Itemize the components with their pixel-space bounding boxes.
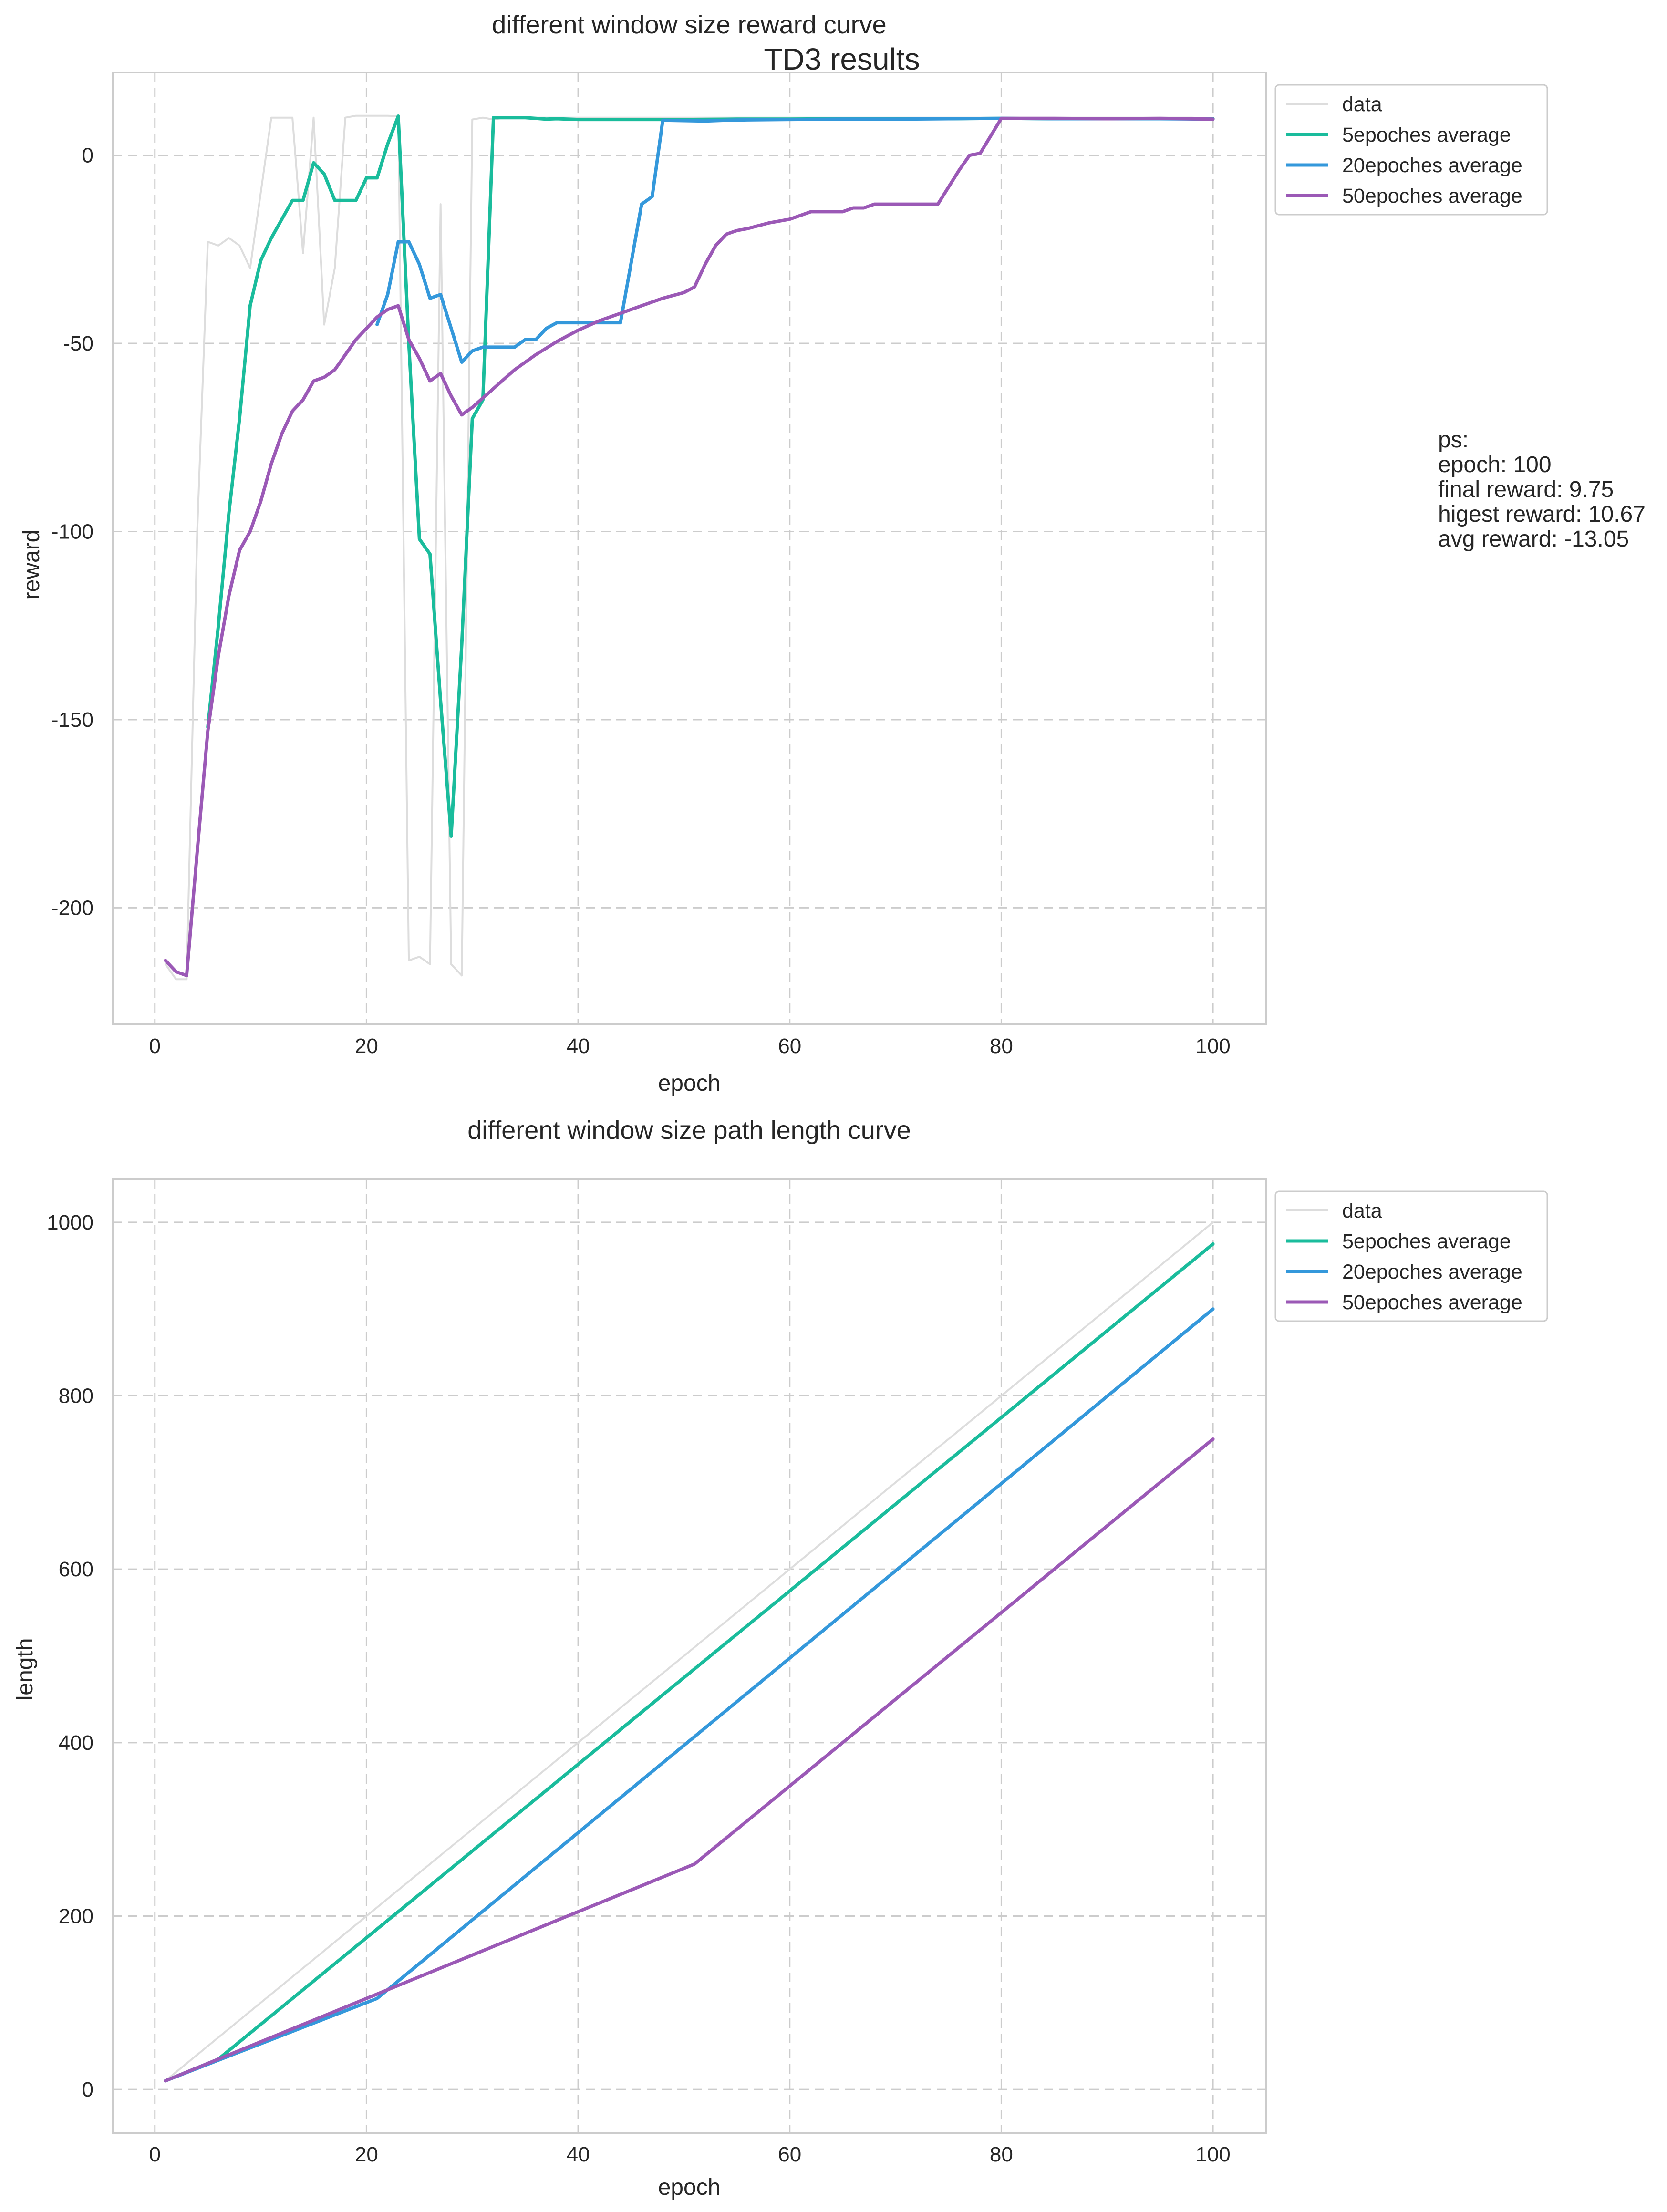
plot-frame	[112, 72, 1267, 1025]
legend-label: 5epoches average	[1342, 124, 1511, 146]
x-tick-label: 40	[567, 1034, 590, 1058]
series-line-5epoches-average	[206, 114, 1215, 838]
x-tick-label: 80	[990, 1034, 1013, 1058]
y-tick-label: -50	[63, 332, 93, 355]
gridlines	[113, 1179, 1266, 2133]
series-lines	[164, 1221, 1215, 2083]
y-tick-label: 1000	[47, 1211, 93, 1234]
y-axis-label: reward	[19, 530, 44, 600]
y-tick-label: 600	[59, 1558, 93, 1581]
y-tick-label: -100	[52, 520, 93, 543]
legend-label: data	[1342, 1199, 1382, 1222]
series-lines	[164, 114, 1215, 981]
annotation-line: epoch: 100	[1438, 452, 1552, 477]
legend: data 5epoches average 20epoches average 50e…	[1274, 84, 1548, 216]
legend-label: 20epoches average	[1342, 1261, 1522, 1283]
annotation-line: final reward: 9.75	[1438, 477, 1614, 502]
y-tick-label: -200	[52, 896, 93, 920]
length-chart: different window size path length curve …	[12, 1116, 1548, 2200]
legend-box	[1274, 84, 1548, 216]
y-tick-label: 800	[59, 1385, 93, 1408]
x-tick-label: 100	[1195, 1034, 1230, 1058]
x-tick-label: 100	[1195, 2143, 1230, 2166]
y-tick-label: 200	[59, 1904, 93, 1928]
x-tick-label: 60	[778, 2143, 801, 2166]
annotation-line: higest reward: 10.67	[1438, 502, 1646, 527]
legend-label: 50epoches average	[1342, 185, 1522, 207]
series-line-data	[164, 114, 1214, 981]
x-tick-label: 60	[778, 1034, 801, 1058]
tick-labels: 0 20 40 60 80 100 0 -50 -100 -150 -200	[52, 144, 1231, 1058]
x-tick-label: 20	[355, 2143, 378, 2166]
annotation-line: ps:	[1438, 427, 1469, 453]
legend-label: 20epoches average	[1342, 154, 1522, 177]
legend-label: 50epoches average	[1342, 1291, 1522, 1314]
x-tick-label: 0	[149, 2143, 160, 2166]
legend: data 5epoches average 20epoches average 50e…	[1274, 1190, 1548, 1322]
x-tick-label: 20	[355, 1034, 378, 1058]
x-tick-label: 40	[567, 2143, 590, 2166]
y-tick-label: 0	[82, 2078, 93, 2101]
legend-label: 5epoches average	[1342, 1230, 1511, 1253]
series-line-50epoches-average	[164, 116, 1215, 977]
series-line-50epoches-average	[164, 1437, 1215, 2083]
x-axis-label: epoch	[658, 1071, 721, 1096]
figure-title: TD3 results	[764, 42, 920, 76]
reward-chart: different window size reward curve 0 20 40…	[19, 10, 1548, 1096]
y-axis-label: length	[12, 1638, 38, 1701]
legend-label: data	[1342, 93, 1382, 116]
plot-frame	[112, 1178, 1267, 2134]
gridlines	[113, 72, 1266, 1024]
series-line-20epoches-average	[164, 1307, 1215, 2083]
annotation-line: avg reward: -13.05	[1438, 527, 1629, 552]
chart-title: different window size reward curve	[492, 10, 886, 39]
series-line-20epoches-average	[375, 116, 1215, 364]
x-axis-label: epoch	[658, 2175, 721, 2200]
stats-annotation: ps: epoch: 100 final reward: 9.75 higest…	[1438, 427, 1646, 552]
x-tick-label: 80	[990, 2143, 1013, 2166]
y-tick-label: 400	[59, 1731, 93, 1755]
y-tick-label: -150	[52, 708, 93, 732]
chart-title: different window size path length curve	[467, 1116, 911, 1145]
legend-box	[1274, 1190, 1548, 1322]
series-line-5epoches-average	[164, 1242, 1215, 2083]
series-line-data	[164, 1221, 1214, 2082]
y-tick-label: 0	[82, 144, 93, 167]
x-tick-label: 0	[149, 1034, 160, 1058]
